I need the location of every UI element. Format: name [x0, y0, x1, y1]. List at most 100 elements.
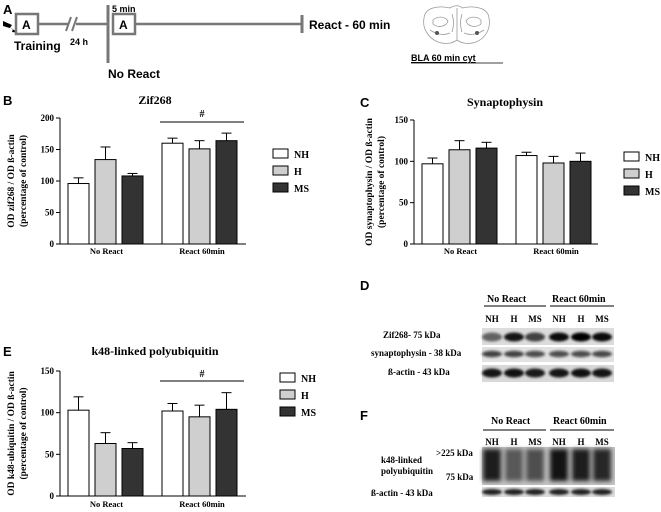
band-synaptophysin — [525, 350, 545, 358]
bar-h-1 — [542, 162, 565, 245]
blot-d-bands — [482, 332, 612, 378]
panel-c-letter: C — [360, 95, 370, 110]
chart-synaptophysin: Synaptophysin OD synaptophysin / OD ß-act… — [365, 95, 598, 256]
context-box-training-label: A — [22, 18, 31, 32]
lane-label-1: H — [510, 437, 517, 447]
bar-nh-1 — [161, 410, 184, 497]
y-axis-label-line1: OD k48-ubiquitin / OD ß-actin — [7, 370, 17, 495]
legend-k48-polyubiquitin: NH H MS — [279, 372, 316, 419]
smear-polyubiquitin — [526, 449, 544, 481]
legend-synaptophysin: NH H MS — [623, 151, 660, 198]
y-tick-label: 50 — [399, 198, 409, 208]
blot-f-strip-actin — [482, 487, 615, 497]
legend-zif268: NH H MS — [272, 148, 309, 195]
smear-polyubiquitin — [550, 449, 568, 481]
blot-d-strip-synaptophysin — [482, 347, 614, 362]
lane-label-2: MS — [528, 314, 542, 324]
blot-d-group-react: React 60min — [552, 294, 606, 305]
band-actin — [592, 368, 612, 378]
bar-nh-0 — [67, 409, 90, 497]
bar-ms-0 — [475, 147, 498, 245]
band-actin — [571, 368, 591, 378]
band-zif268 — [571, 332, 591, 342]
context-box-test-label: A — [119, 18, 128, 32]
lane-label-2: MS — [528, 437, 542, 447]
band-actin — [592, 489, 612, 495]
panel-d-letter: D — [360, 278, 369, 293]
lane-label-4: H — [577, 314, 584, 324]
legend-label-h: H — [301, 391, 309, 402]
smear-polyubiquitin — [572, 449, 590, 481]
legend-label-nh: NH — [301, 374, 316, 385]
blot-f-group-no-react: No React — [491, 416, 531, 427]
y-axis-label-line1: OD zif268 / OD ß-actin — [7, 134, 17, 228]
y-tick-label: 0 — [50, 491, 55, 501]
legend-swatch-nh — [272, 148, 289, 159]
smear-polyubiquitin — [593, 449, 611, 481]
legend-label-h: H — [294, 167, 302, 178]
band-zif268 — [482, 332, 502, 342]
lane-label-5: MS — [595, 314, 609, 324]
chart-zif268: Zif268 OD zif268 / OD ß-actin (percentage … — [7, 93, 246, 256]
band-actin — [549, 489, 569, 495]
y-tick-label: 50 — [45, 449, 55, 459]
legend-swatch-nh — [279, 372, 296, 383]
x-category-label: React 60min — [179, 246, 225, 256]
y-tick-label: 50 — [45, 208, 55, 218]
x-category-label: React 60min — [179, 499, 225, 509]
lane-label-3: NH — [552, 314, 566, 324]
blot-d-group-no-react: No React — [487, 294, 527, 305]
bar-nh-1 — [161, 142, 184, 245]
timeline-break-mark-2 — [71, 16, 78, 32]
lane-label-1: H — [510, 314, 517, 324]
legend-label-ms: MS — [301, 408, 316, 419]
legend-swatch-ms — [272, 182, 289, 193]
legend-label-ms: MS — [294, 184, 309, 195]
band-synaptophysin — [549, 350, 569, 358]
panel-e-letter: E — [3, 344, 12, 359]
panel-b-letter: B — [3, 93, 12, 108]
blot-f-mw-bottom: 75 kDa — [446, 472, 474, 482]
legend-swatch-ms — [623, 185, 640, 196]
blot-d-band-label-synaptophysin: synaptophysin - 38 kDa — [371, 348, 462, 358]
bar-nh-0 — [67, 183, 90, 245]
react-label: React - 60 min — [309, 18, 390, 32]
y-tick-label: 100 — [395, 156, 409, 166]
band-actin — [482, 489, 502, 495]
legend-swatch-h — [623, 168, 640, 179]
training-label: Training — [14, 39, 61, 53]
panel-d: D No React React 60min NH H MS NH H MS Zif268… — [360, 278, 614, 382]
y-tick-label: 100 — [41, 408, 55, 418]
panel-a: A A Training 24 h A 5 min React - 60 min… — [3, 2, 503, 81]
band-synaptophysin — [504, 350, 524, 358]
blot-f-bands — [482, 449, 612, 495]
y-tick-label: 150 — [41, 366, 55, 376]
lane-label-4: H — [577, 437, 584, 447]
legend-swatch-nh — [623, 151, 640, 162]
panel-f: F No React React 60min NH H MS NH H MS k48-li… — [360, 408, 615, 498]
smear-polyubiquitin — [505, 449, 523, 481]
chart-title: Synaptophysin — [467, 95, 543, 109]
band-actin — [525, 489, 545, 495]
y-axis-label-line1: OD synaptophysin / OD ß-actin — [365, 117, 375, 245]
legend-label-ms: MS — [645, 187, 660, 198]
band-actin — [504, 489, 524, 495]
band-synaptophysin — [571, 350, 591, 358]
bar-nh-0 — [421, 163, 444, 245]
bar-h-0 — [94, 159, 117, 245]
bar-nh-1 — [515, 155, 538, 245]
y-tick-label: 150 — [41, 145, 55, 155]
x-category-label: No React — [90, 499, 123, 509]
legend-swatch-h — [272, 165, 289, 176]
x-category-label: No React — [444, 246, 477, 256]
band-zif268 — [549, 332, 569, 342]
y-axis-label-line2: (percentage of control) — [376, 136, 387, 228]
blot-f-protein-label-line2: polyubiquitin — [381, 466, 433, 476]
legend-label-nh: NH — [645, 153, 660, 164]
y-tick-label: 0 — [50, 239, 55, 249]
blot-f-actin-label: ß-actin - 43 kDa — [371, 488, 433, 498]
smear-polyubiquitin — [483, 449, 501, 481]
y-tick-label: 0 — [404, 239, 409, 249]
blot-f-group-react: React 60min — [553, 416, 607, 427]
